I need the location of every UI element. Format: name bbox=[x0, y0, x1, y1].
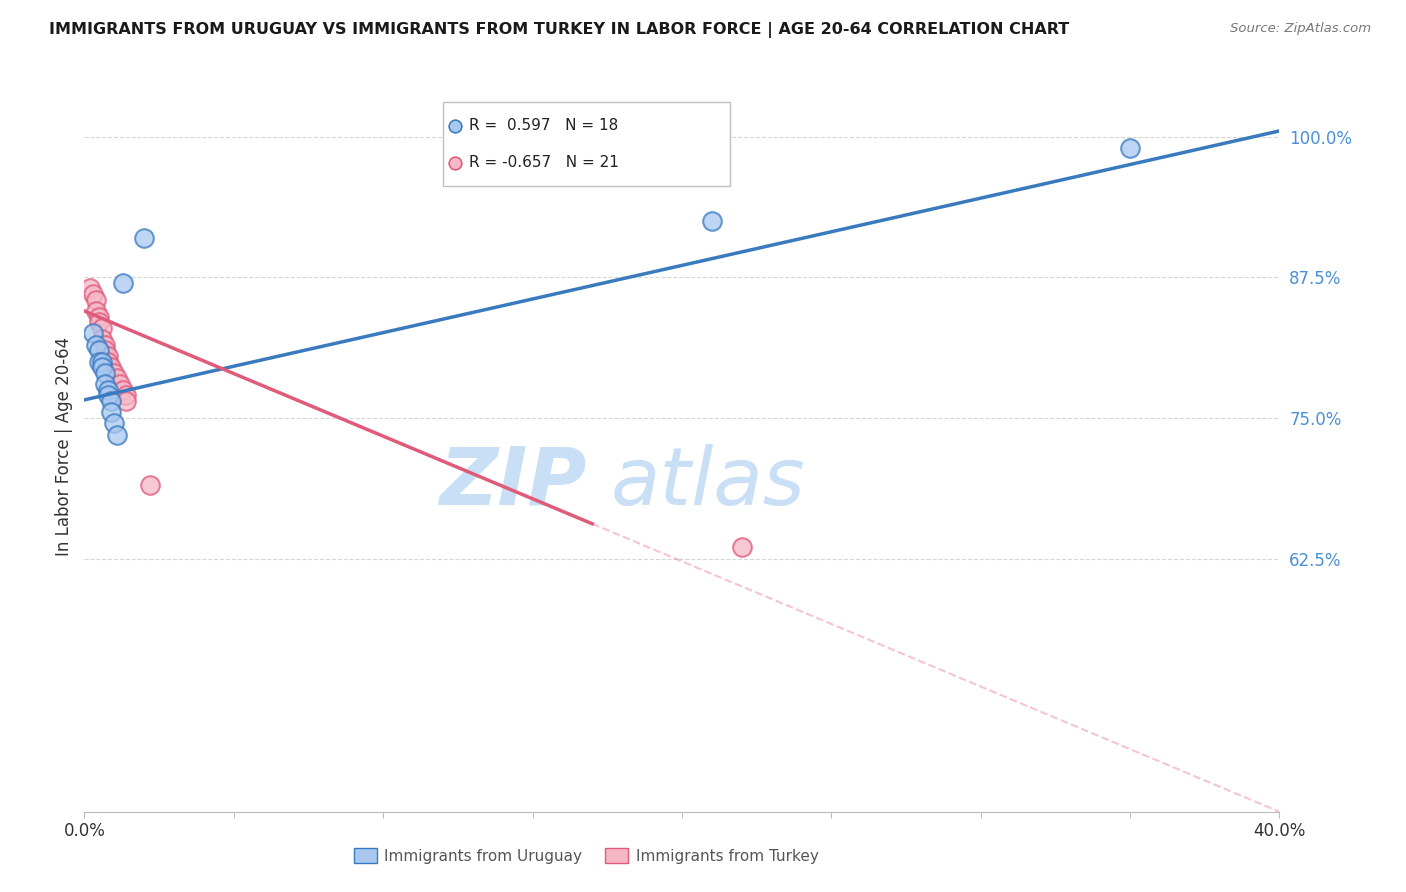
Point bbox=[91, 332, 114, 346]
Text: R =  0.597   N = 18: R = 0.597 N = 18 bbox=[470, 119, 619, 133]
Point bbox=[115, 394, 138, 409]
Point bbox=[89, 343, 111, 358]
Text: atlas: atlas bbox=[610, 443, 806, 522]
Point bbox=[94, 366, 117, 380]
Text: R = -0.657   N = 21: R = -0.657 N = 21 bbox=[470, 155, 619, 170]
Point bbox=[86, 304, 108, 318]
Text: Source: ZipAtlas.com: Source: ZipAtlas.com bbox=[1230, 22, 1371, 36]
Point bbox=[112, 276, 135, 290]
Point bbox=[82, 326, 104, 341]
Point bbox=[97, 349, 120, 363]
Point bbox=[100, 360, 122, 375]
Point bbox=[115, 388, 138, 402]
Point bbox=[86, 337, 108, 351]
Point bbox=[97, 388, 120, 402]
Point bbox=[105, 427, 128, 442]
Y-axis label: In Labor Force | Age 20-64: In Labor Force | Age 20-64 bbox=[55, 336, 73, 556]
Point bbox=[1119, 141, 1142, 155]
Point bbox=[86, 293, 108, 307]
Point bbox=[91, 360, 114, 375]
Point bbox=[91, 321, 114, 335]
Point bbox=[97, 354, 120, 368]
Point bbox=[731, 541, 754, 555]
Point bbox=[112, 383, 135, 397]
Point bbox=[94, 377, 117, 392]
Point bbox=[91, 354, 114, 368]
FancyBboxPatch shape bbox=[443, 103, 730, 186]
Text: IMMIGRANTS FROM URUGUAY VS IMMIGRANTS FROM TURKEY IN LABOR FORCE | AGE 20-64 COR: IMMIGRANTS FROM URUGUAY VS IMMIGRANTS FR… bbox=[49, 22, 1070, 38]
Point bbox=[110, 377, 132, 392]
Point bbox=[94, 343, 117, 358]
Point bbox=[97, 383, 120, 397]
Point bbox=[100, 405, 122, 419]
Point bbox=[105, 371, 128, 385]
Point bbox=[100, 394, 122, 409]
Point bbox=[89, 354, 111, 368]
Point bbox=[89, 315, 111, 329]
Point bbox=[94, 337, 117, 351]
Legend: Immigrants from Uruguay, Immigrants from Turkey: Immigrants from Uruguay, Immigrants from… bbox=[347, 842, 825, 870]
Point bbox=[700, 214, 723, 228]
Point bbox=[103, 366, 125, 380]
Point bbox=[79, 281, 101, 295]
Point bbox=[132, 231, 156, 245]
Point bbox=[139, 478, 162, 492]
Point bbox=[103, 417, 125, 431]
Text: ZIP: ZIP bbox=[439, 443, 586, 522]
Point bbox=[82, 287, 104, 301]
Point bbox=[89, 310, 111, 324]
